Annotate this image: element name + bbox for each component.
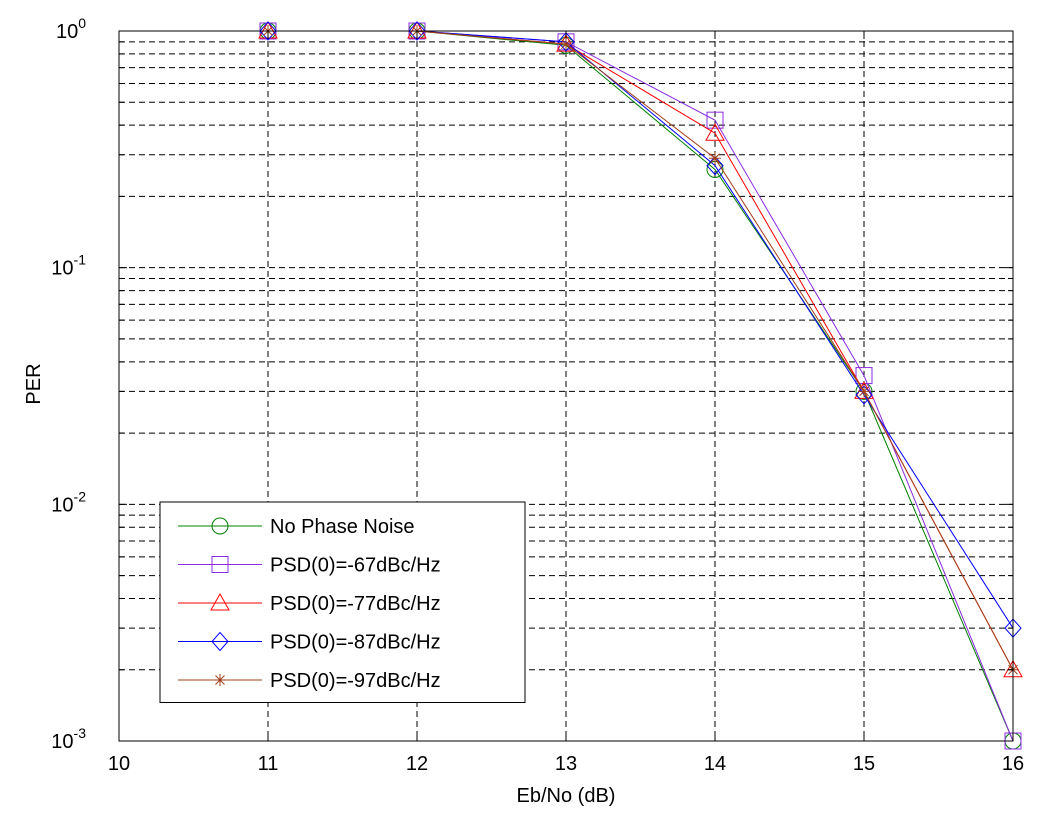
legend-entry: PSD(0)=-77dBc/Hz [178,592,441,615]
legend-marker [210,592,230,611]
legend-box [159,501,526,703]
y-axis-label: PER [23,363,45,404]
y-tick-exponent: -2 [74,488,87,504]
y-tick-base: 10 [51,494,73,516]
data-point [557,32,575,52]
data-point [560,38,572,51]
data-point [706,111,724,129]
x-axis-label: Eb/No (dB) [517,785,616,807]
x-tick-label: 12 [406,753,428,775]
y-tick-label: 10-1 [51,252,86,280]
data-point [259,21,277,41]
x-tick-label: 13 [555,753,577,775]
legend: No Phase Noise PSD(0)=-67dBc/Hz PSD(0)=-77… [159,501,526,703]
legend-marker [211,556,229,573]
data-point [709,152,721,165]
legend-entry: PSD(0)=-67dBc/Hz [178,555,441,577]
grid [118,31,1014,742]
y-tick-base: 10 [51,731,73,753]
legend-entry: No Phase Noise [178,516,415,538]
legend-label: PSD(0)=-97dBc/Hz [270,670,441,692]
x-tick-label: 11 [258,753,279,775]
y-tick-base: 10 [56,21,78,43]
legend-marker [214,674,226,686]
x-tick-label: 10 [108,753,130,775]
y-tick-exponent: -3 [74,725,87,741]
legend-marker [211,631,229,652]
data-point [705,123,725,141]
x-tick-label: 15 [853,753,875,775]
legend-label: PSD(0)=-77dBc/Hz [270,593,441,615]
legend-entry: PSD(0)=-97dBc/Hz [178,670,441,692]
legend-label: No Phase Noise [270,516,415,538]
data-point [855,367,873,385]
data-point [706,155,724,176]
legend-label: PSD(0)=-87dBc/Hz [270,632,441,654]
y-tick-label: 100 [56,15,86,43]
y-tick-label: 10-2 [51,488,86,516]
y-tick-exponent: -1 [74,252,87,268]
legend-marker [211,517,229,535]
y-tick-exponent: 0 [78,15,86,31]
x-tick-label: 14 [704,753,726,775]
y-tick-label: 10-3 [51,725,86,753]
legend-label: PSD(0)=-67dBc/Hz [270,555,441,577]
data-point [408,21,426,41]
x-tick-label: 16 [1002,753,1024,775]
y-tick-base: 10 [51,258,73,280]
data-point [858,385,870,398]
legend-entry: PSD(0)=-87dBc/Hz [178,632,441,654]
